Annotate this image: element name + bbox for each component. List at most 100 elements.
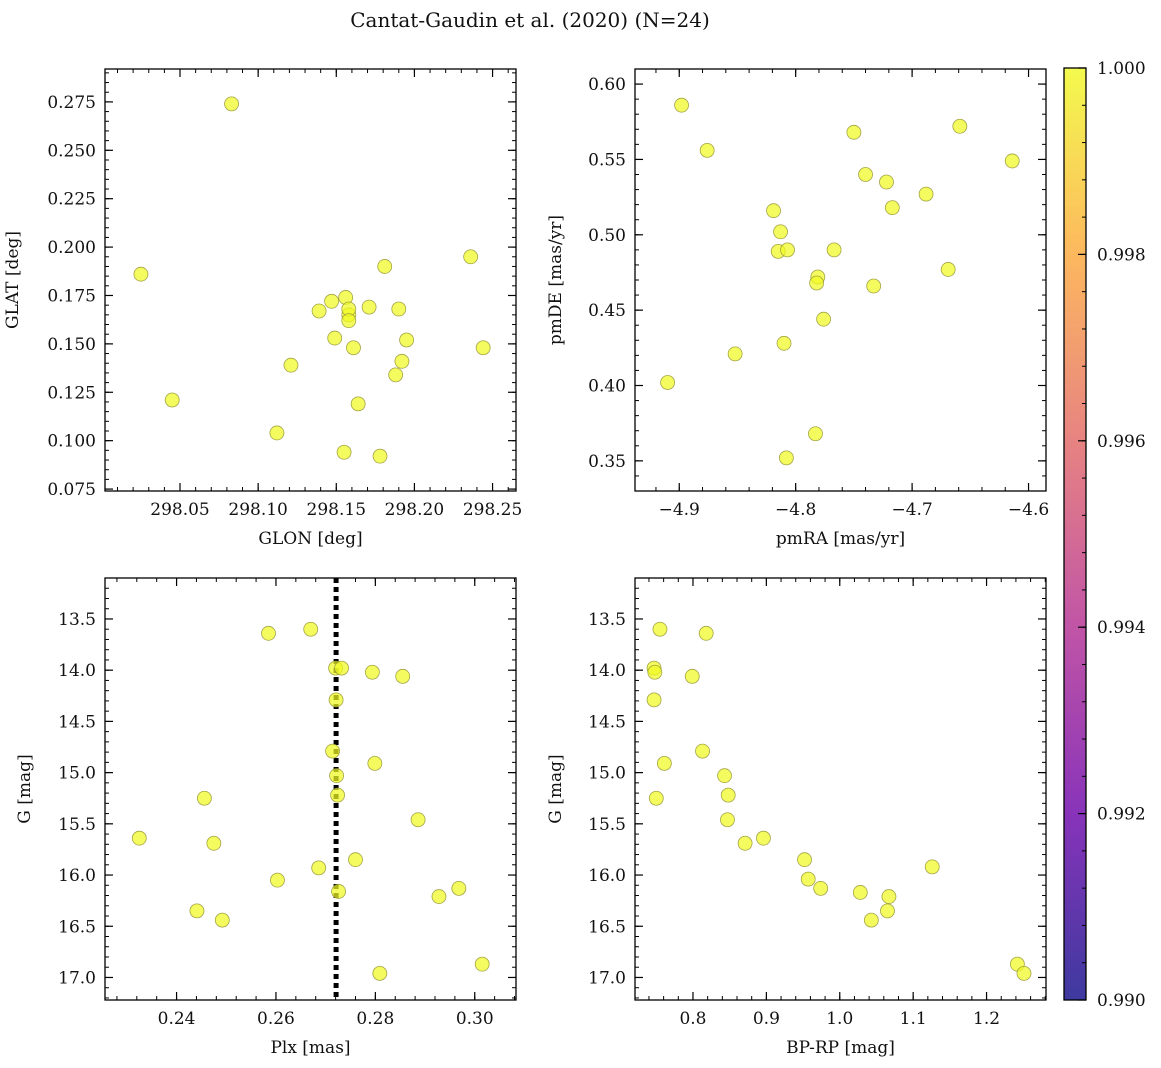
x-tick-label: 1.1 bbox=[900, 1009, 927, 1029]
y-tick-label: 0.55 bbox=[588, 150, 626, 170]
data-point bbox=[270, 872, 285, 888]
data-point bbox=[852, 885, 868, 900]
data-point bbox=[652, 621, 668, 637]
y-tick-label: 0.35 bbox=[588, 452, 626, 472]
data-point bbox=[776, 335, 792, 351]
x-tick-label: 0.24 bbox=[158, 1009, 196, 1029]
x-axis-label: Plx [mas] bbox=[270, 1038, 350, 1058]
y-tick-label: 0.200 bbox=[47, 238, 96, 258]
x-tick-label: 0.30 bbox=[456, 1009, 494, 1029]
data-point bbox=[334, 660, 349, 676]
data-point bbox=[940, 262, 956, 277]
data-point bbox=[474, 956, 490, 972]
colorbar-tick-label: 0.998 bbox=[1097, 245, 1146, 265]
data-point bbox=[858, 167, 873, 182]
y-tick-label: 15.0 bbox=[588, 764, 626, 784]
data-point bbox=[475, 340, 491, 356]
data-point bbox=[778, 450, 794, 466]
data-point bbox=[863, 912, 879, 928]
data-marks bbox=[660, 97, 1020, 466]
data-point bbox=[720, 787, 736, 803]
x-tick-label: 298.25 bbox=[463, 500, 522, 520]
data-point bbox=[816, 311, 832, 327]
data-point bbox=[952, 118, 968, 134]
data-point bbox=[737, 835, 753, 851]
y-tick-label: 0.50 bbox=[588, 226, 626, 246]
data-point bbox=[924, 859, 940, 875]
data-point bbox=[660, 375, 676, 390]
data-point bbox=[463, 249, 479, 265]
panel-1: 298.05 298.10 298.15 298.20 298.25 0.075 0.100… bbox=[3, 68, 522, 549]
data-point bbox=[879, 174, 894, 190]
y-tick-label: 14.0 bbox=[588, 661, 626, 681]
data-point bbox=[372, 448, 388, 464]
y-tick-label: 0.250 bbox=[47, 141, 96, 161]
data-point bbox=[826, 242, 842, 258]
y-tick-label: 14.5 bbox=[58, 712, 96, 732]
colorbar-tick-label: 0.990 bbox=[1097, 991, 1146, 1011]
data-point bbox=[884, 200, 900, 216]
data-point bbox=[809, 275, 825, 291]
colorbar-tick-label: 0.996 bbox=[1097, 432, 1146, 452]
data-point bbox=[189, 903, 205, 919]
y-tick-label: 17.0 bbox=[588, 968, 626, 988]
data-marks bbox=[133, 96, 491, 464]
data-point bbox=[133, 266, 149, 282]
colorbar-gradient bbox=[1064, 68, 1086, 1000]
data-point bbox=[720, 812, 735, 828]
data-point bbox=[808, 426, 823, 442]
colorbar-tick-label: 0.994 bbox=[1097, 618, 1146, 638]
data-point bbox=[324, 293, 339, 309]
y-tick-label: 0.60 bbox=[588, 75, 626, 95]
axes-frame bbox=[104, 577, 517, 1001]
data-point bbox=[684, 668, 700, 684]
y-tick-label: 0.125 bbox=[47, 383, 96, 403]
data-point bbox=[846, 124, 862, 140]
data-point bbox=[646, 692, 662, 708]
y-tick-label: 15.0 bbox=[58, 764, 96, 784]
data-point bbox=[395, 668, 411, 684]
data-point bbox=[780, 242, 795, 258]
data-point bbox=[364, 664, 380, 680]
data-point bbox=[269, 425, 285, 441]
data-point bbox=[367, 755, 383, 771]
y-tick-label: 14.0 bbox=[58, 661, 96, 681]
data-point bbox=[361, 299, 377, 315]
y-tick-label: 13.5 bbox=[588, 610, 626, 630]
data-point bbox=[329, 768, 344, 784]
data-point bbox=[348, 852, 363, 868]
data-point bbox=[327, 330, 343, 346]
y-tick-label: 16.5 bbox=[58, 917, 96, 937]
data-point bbox=[881, 889, 897, 904]
y-axis-label: GLAT [deg] bbox=[3, 231, 23, 329]
data-point bbox=[698, 625, 714, 641]
data-point bbox=[388, 367, 404, 383]
data-point bbox=[918, 186, 934, 202]
data-point bbox=[346, 340, 361, 356]
x-tick-label: 298.20 bbox=[385, 500, 444, 520]
data-point bbox=[410, 812, 426, 828]
x-tick-label: −4.8 bbox=[775, 500, 816, 520]
data-point bbox=[164, 392, 180, 408]
y-axis-label: G [mag] bbox=[546, 754, 566, 823]
data-point bbox=[283, 357, 299, 373]
data-point bbox=[800, 871, 816, 887]
y-tick-label: 0.175 bbox=[47, 286, 96, 306]
colorbar-tick-label: 1.000 bbox=[1097, 59, 1146, 79]
data-point bbox=[866, 278, 882, 294]
y-tick-label: 13.5 bbox=[58, 610, 96, 630]
y-tick-label: 17.0 bbox=[58, 968, 96, 988]
y-tick-label: 0.225 bbox=[47, 190, 96, 210]
data-point bbox=[797, 852, 812, 868]
axes-frame bbox=[104, 68, 517, 492]
data-point bbox=[341, 313, 357, 329]
panels: 298.05 298.10 298.15 298.20 298.25 0.075 0.100… bbox=[3, 68, 1049, 1058]
data-point bbox=[695, 743, 710, 759]
data-point bbox=[131, 830, 147, 846]
colorbar: 0.990 0.992 0.994 0.996 0.998 1.000 bbox=[1063, 59, 1146, 1011]
data-point bbox=[699, 142, 715, 158]
data-point bbox=[377, 259, 393, 274]
data-point bbox=[311, 303, 327, 319]
data-point bbox=[214, 912, 230, 928]
x-tick-label: 0.28 bbox=[356, 1009, 394, 1029]
